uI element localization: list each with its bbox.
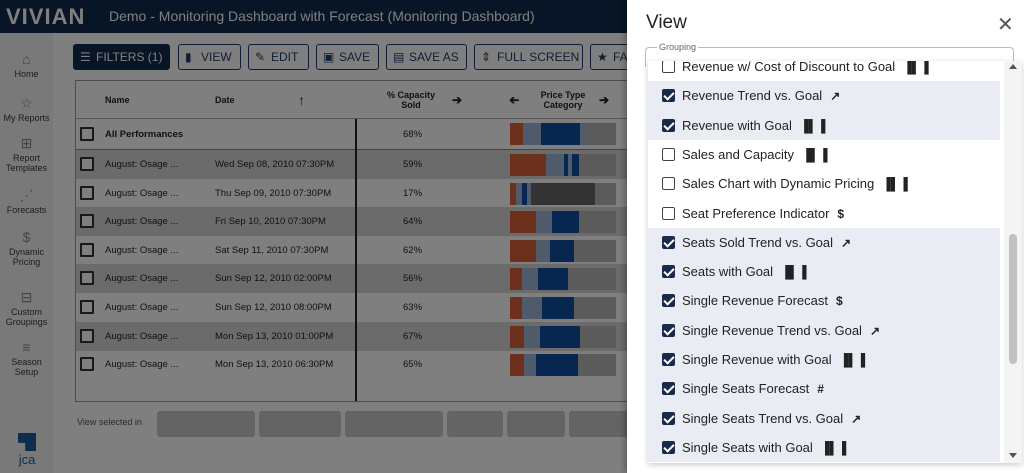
view-option-label: Revenue w/ Cost of Discount to Goal ▐▌▐: [682, 61, 929, 74]
view-option-label: Single Revenue with Goal ▐▌▐: [682, 352, 866, 367]
view-option-label: Single Seats Trend vs. Goal ↗: [682, 410, 862, 426]
view-option-item[interactable]: Sales Chart with Dynamic Pricing ▐▌▐: [648, 169, 1000, 198]
scrollbar[interactable]: [1004, 61, 1022, 463]
bar-chart-icon: ▐▌▐: [802, 147, 828, 162]
panel-title: View: [646, 12, 687, 33]
trend-arrow-icon: ↗: [830, 89, 841, 104]
checkbox[interactable]: [662, 411, 675, 425]
view-option-label: Seat Preference Indicator $: [682, 205, 845, 221]
view-option-label: Single Revenue Forecast $: [682, 293, 843, 309]
trend-arrow-icon: ↗: [841, 235, 852, 250]
bar-chart-icon: ▐▌▐: [799, 118, 826, 133]
dollar-icon: $: [837, 206, 845, 221]
checkbox[interactable]: [662, 147, 675, 161]
checkbox[interactable]: [662, 61, 675, 73]
view-option-item[interactable]: Single Revenue Forecast $: [648, 286, 1000, 316]
view-option-item[interactable]: Revenue Trend vs. Goal ↗: [648, 81, 1000, 111]
checkbox[interactable]: [662, 265, 675, 279]
bar-chart-icon: ▐▌▐: [882, 177, 908, 192]
view-option-label: Single Seats with Goal ▐▌▐: [682, 439, 847, 455]
bar-chart-icon: ▐▌▐: [903, 61, 929, 74]
checkbox[interactable]: [662, 177, 675, 191]
view-option-item[interactable]: Seats Sold Trend vs. Goal ↗: [648, 227, 1000, 258]
view-option-label: Revenue with Goal ▐▌▐: [682, 117, 826, 133]
view-option-item[interactable]: Seat Preference Indicator $: [648, 199, 1000, 228]
view-option-label: Sales Chart with Dynamic Pricing ▐▌▐: [682, 176, 908, 192]
bar-chart-icon: ▐▌▐: [781, 265, 807, 280]
view-option-item[interactable]: Revenue with Goal ▐▌▐: [648, 110, 1000, 140]
hash-icon: #: [817, 382, 824, 397]
view-option-item[interactable]: Single Revenue with Goal ▐▌▐: [648, 345, 1000, 375]
checkbox[interactable]: [662, 353, 675, 366]
scroll-up-icon[interactable]: [1009, 64, 1017, 69]
scrollbar-thumb[interactable]: [1009, 234, 1017, 364]
checkbox[interactable]: [662, 323, 675, 337]
view-option-item[interactable]: Single Revenue Trend vs. Goal ↗: [648, 315, 1000, 345]
trend-arrow-icon: ↗: [851, 411, 862, 426]
dollar-icon: $: [835, 294, 843, 309]
bar-chart-icon: ▐▌▐: [839, 353, 866, 367]
view-option-label: Seats Sold Trend vs. Goal ↗: [682, 234, 852, 250]
checkbox[interactable]: [662, 89, 675, 103]
view-option-label: Seats with Goal ▐▌▐: [682, 264, 807, 280]
grouping-select[interactable]: [645, 47, 1014, 67]
checkbox[interactable]: [662, 118, 675, 132]
close-icon[interactable]: ✕: [997, 14, 1014, 36]
scroll-down-icon[interactable]: [1009, 453, 1017, 458]
bar-chart-icon: ▐▌▐: [820, 440, 847, 455]
checkbox[interactable]: [662, 294, 675, 308]
grouping-label: Grouping: [657, 42, 699, 52]
view-option-item[interactable]: Seats with Goal ▐▌▐: [648, 257, 1000, 287]
view-option-label: Single Seats Forecast #: [682, 381, 824, 397]
trend-arrow-icon: ↗: [869, 323, 880, 338]
checkbox[interactable]: [662, 440, 675, 454]
view-option-item[interactable]: Single Seats Trend vs. Goal ↗: [648, 403, 1000, 433]
view-option-label: Revenue Trend vs. Goal ↗: [682, 88, 841, 104]
checkbox[interactable]: [662, 206, 675, 220]
view-option-label: Single Revenue Trend vs. Goal ↗: [682, 322, 880, 338]
view-option-item[interactable]: Single Seats Forecast #: [648, 374, 1000, 404]
view-option-item[interactable]: Revenue w/ Cost of Discount to Goal ▐▌▐: [648, 61, 1000, 81]
view-options-list: Revenue w/ Cost of Discount to Goal ▐▌▐ Re…: [648, 61, 1022, 463]
checkbox[interactable]: [662, 235, 675, 249]
checkbox[interactable]: [662, 382, 675, 396]
view-option-label: Sales and Capacity ▐▌▐: [682, 146, 828, 162]
view-panel: View ✕ Grouping Revenue w/ Cost of Disco…: [627, 0, 1024, 473]
view-option-item[interactable]: Sales and Capacity ▐▌▐: [648, 140, 1000, 169]
view-option-item[interactable]: Single Seats with Goal ▐▌▐: [648, 432, 1000, 463]
